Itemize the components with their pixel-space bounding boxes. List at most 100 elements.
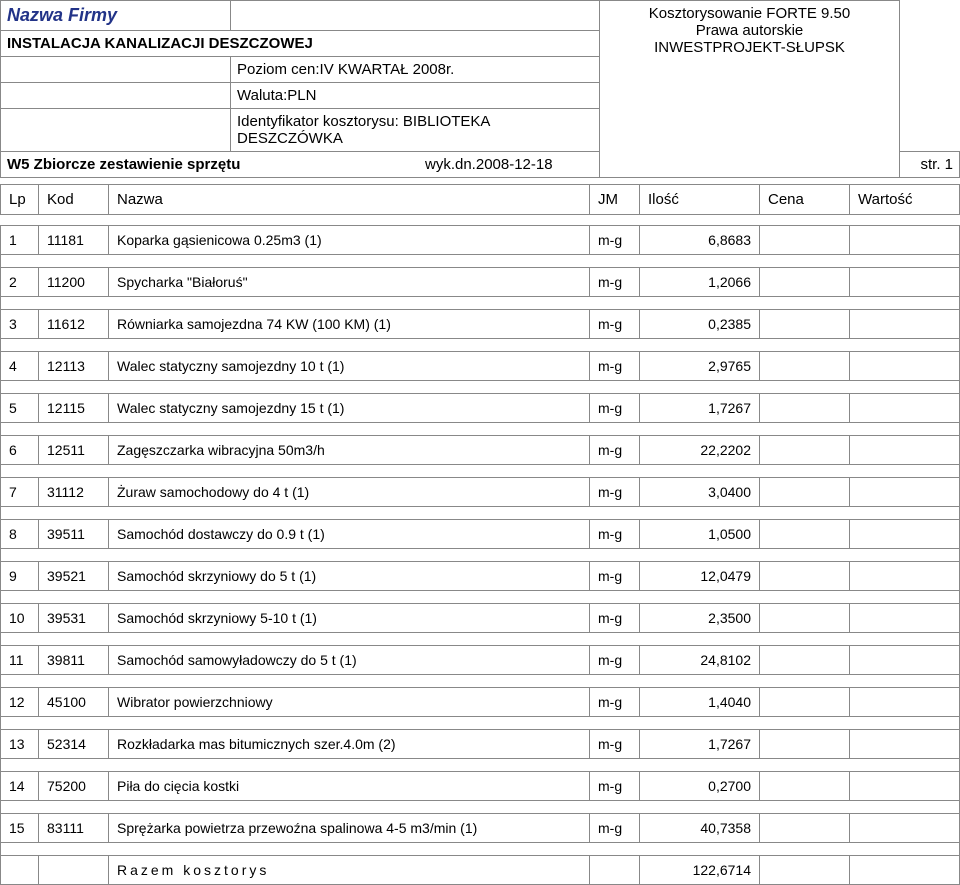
cell-ilosc: 12,0479 [640,562,760,591]
cell-ilosc: 1,4040 [640,688,760,717]
cell-kod: 83111 [39,814,109,843]
cell-wartosc [850,394,960,423]
cell-nazwa: Wibrator powierzchniowy [109,688,590,717]
cell-ilosc: 0,2385 [640,310,760,339]
right-credits: Kosztorysowanie FORTE 9.50 Prawa autorsk… [600,1,900,178]
cell-jm: m-g [590,814,640,843]
cell-wartosc [850,730,960,759]
cell-jm: m-g [590,604,640,633]
table-row: 412113Walec statyczny samojezdny 10 t (1… [1,352,960,381]
cell-lp: 4 [1,352,39,381]
wykdn: wyk.dn.2008-12-18 [419,152,599,177]
cell-nazwa: Równiarka samojezdna 74 KW (100 KM) (1) [109,310,590,339]
table-row: 512115Walec statyczny samojezdny 15 t (1… [1,394,960,423]
cell-nazwa: Samochód dostawczy do 0.9 t (1) [109,520,590,549]
cell-kod: 11200 [39,268,109,297]
credits-line2: Prawa autorskie [606,22,893,39]
cell-cena [760,604,850,633]
cell-ilosc: 2,3500 [640,604,760,633]
cell-nazwa: Samochód samowyładowczy do 5 t (1) [109,646,590,675]
cell-jm: m-g [590,562,640,591]
page-str: str. 1 [900,152,960,178]
table-row: 612511Zagęszczarka wibracyjna 50m3/hm-g2… [1,436,960,465]
cell-nazwa: Sprężarka powietrza przewoźna spalinowa … [109,814,590,843]
cell-ilosc: 1,2066 [640,268,760,297]
cell-wartosc [850,226,960,255]
cell-nazwa: Samochód skrzyniowy 5-10 t (1) [109,604,590,633]
cell-wartosc [850,646,960,675]
cell-cena [760,436,850,465]
cell-nazwa: Zagęszczarka wibracyjna 50m3/h [109,436,590,465]
cell-kod: 12115 [39,394,109,423]
cell-cena [760,520,850,549]
cell-ilosc: 1,7267 [640,394,760,423]
data-table: 111181Koparka gąsienicowa 0.25m3 (1)m-g6… [0,225,960,885]
header-spacer [231,1,600,31]
identyfikator: Identyfikator kosztorysu: BIBLIOTEKA DES… [231,109,600,152]
cell-lp: 7 [1,478,39,507]
cell-lp: 12 [1,688,39,717]
install-title: INSTALACJA KANALIZACJI DESZCZOWEJ [1,31,600,57]
cell-kod: 45100 [39,688,109,717]
cell-kod: 39521 [39,562,109,591]
cell-wartosc [850,310,960,339]
cell-wartosc [850,604,960,633]
cell-cena [760,394,850,423]
cell-nazwa: Samochód skrzyniowy do 5 t (1) [109,562,590,591]
col-cena: Cena [760,185,850,215]
cell-nazwa: Koparka gąsienicowa 0.25m3 (1) [109,226,590,255]
cell-kod: 31112 [39,478,109,507]
cell-wartosc [850,478,960,507]
cell-kod: 11612 [39,310,109,339]
cell-jm: m-g [590,310,640,339]
cell-wartosc [850,436,960,465]
cell-ilosc: 40,7358 [640,814,760,843]
w5-title: W5 Zbiorcze zestawienie sprzętu [1,152,419,177]
cell-ilosc: 2,9765 [640,352,760,381]
cell-cena [760,646,850,675]
cell-lp: 6 [1,436,39,465]
cell-cena [760,688,850,717]
cell-jm: m-g [590,730,640,759]
poziom-cen: Poziom cen:IV KWARTAŁ 2008r. [231,57,600,83]
col-nazwa: Nazwa [109,185,590,215]
cell-jm: m-g [590,688,640,717]
cell-ilosc: 1,0500 [640,520,760,549]
cell-cena [760,772,850,801]
cell-wartosc [850,352,960,381]
cell-wartosc [850,814,960,843]
cell-cena [760,814,850,843]
cell-wartosc [850,268,960,297]
cell-jm: m-g [590,394,640,423]
cell-nazwa: Rozkładarka mas bitumicznych szer.4.0m (… [109,730,590,759]
col-jm: JM [590,185,640,215]
cell-lp: 13 [1,730,39,759]
cell-kod: 75200 [39,772,109,801]
cell-jm: m-g [590,478,640,507]
cell-lp: 2 [1,268,39,297]
col-lp: Lp [1,185,39,215]
cell-cena [760,562,850,591]
cell-cena [760,226,850,255]
cell-lp: 1 [1,226,39,255]
total-value: 122,6714 [640,856,760,885]
table-row: 211200Spycharka "Białoruś"m-g1,2066 [1,268,960,297]
cell-kod: 11181 [39,226,109,255]
cell-nazwa: Spycharka "Białoruś" [109,268,590,297]
cell-wartosc [850,688,960,717]
column-headers: Lp Kod Nazwa JM Ilość Cena Wartość [0,184,960,215]
cell-kod: 52314 [39,730,109,759]
cell-wartosc [850,562,960,591]
cell-jm: m-g [590,226,640,255]
table-row: 111181Koparka gąsienicowa 0.25m3 (1)m-g6… [1,226,960,255]
cell-lp: 5 [1,394,39,423]
total-row: Razem kosztorys 122,6714 [1,856,960,885]
table-row: 1352314Rozkładarka mas bitumicznych szer… [1,730,960,759]
cell-kod: 39531 [39,604,109,633]
total-label: Razem kosztorys [109,856,590,885]
cell-jm: m-g [590,772,640,801]
table-row: 1583111Sprężarka powietrza przewoźna spa… [1,814,960,843]
cell-lp: 8 [1,520,39,549]
table-row: 731112Żuraw samochodowy do 4 t (1)m-g3,0… [1,478,960,507]
cell-cena [760,730,850,759]
